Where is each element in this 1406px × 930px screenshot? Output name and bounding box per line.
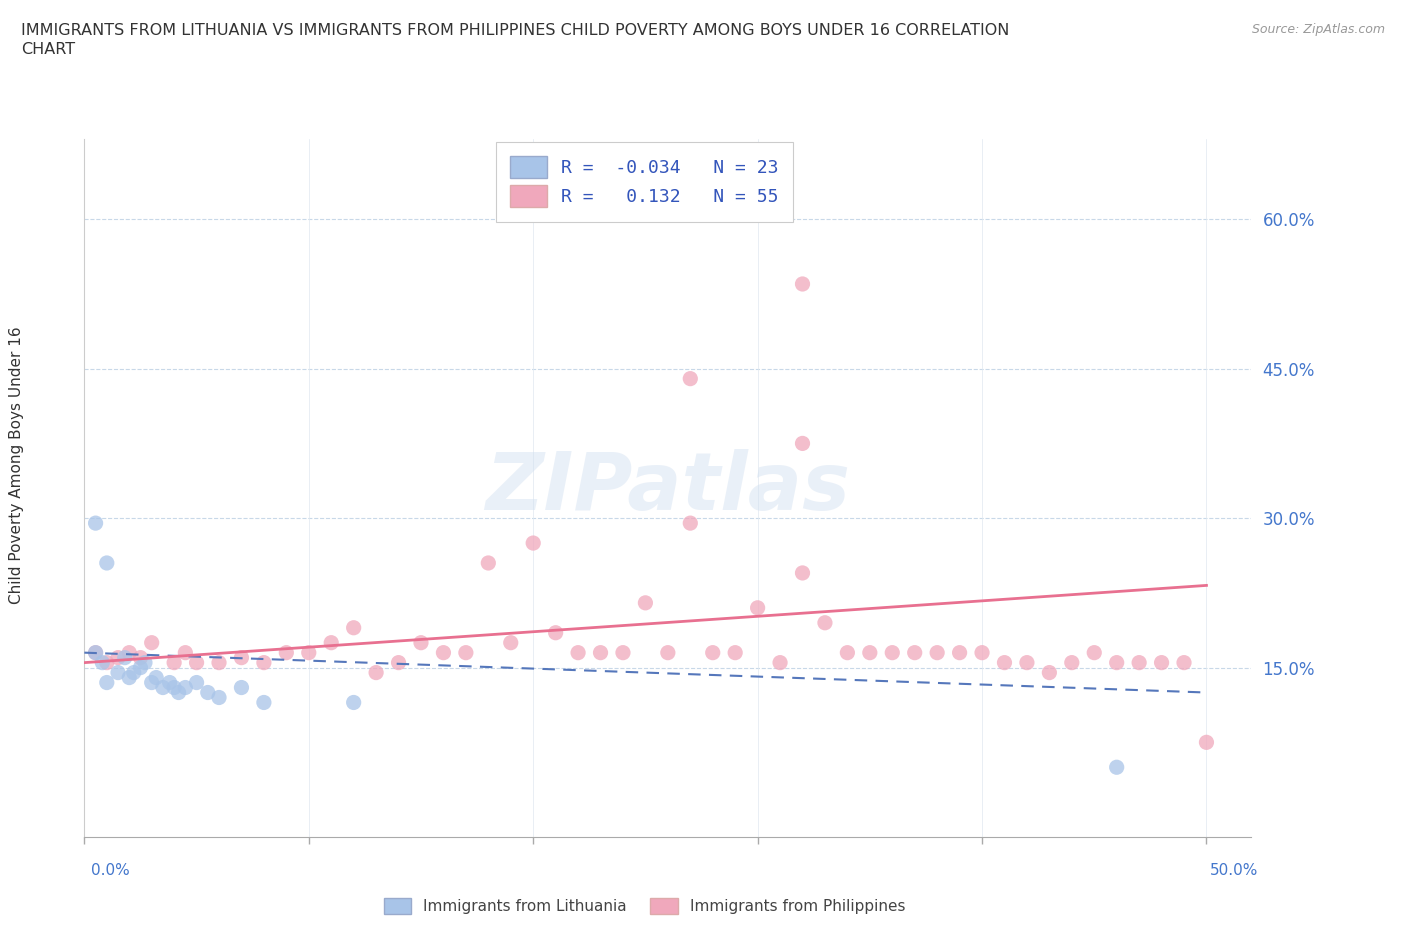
Text: 0.0%: 0.0% <box>91 863 131 878</box>
Point <box>167 685 190 700</box>
Point <box>253 695 276 710</box>
Text: 50.0%: 50.0% <box>1211 863 1258 878</box>
Text: ZIPatlas: ZIPatlas <box>485 449 851 527</box>
Point <box>949 645 972 660</box>
Point <box>657 645 679 660</box>
Point <box>927 645 949 660</box>
Point <box>84 645 107 660</box>
Point <box>769 656 792 671</box>
Point <box>91 656 114 671</box>
Point <box>702 645 724 660</box>
Point <box>792 276 814 291</box>
Point <box>163 656 186 671</box>
Point <box>208 690 231 705</box>
Text: IMMIGRANTS FROM LITHUANIA VS IMMIGRANTS FROM PHILIPPINES CHILD POVERTY AMONG BOY: IMMIGRANTS FROM LITHUANIA VS IMMIGRANTS … <box>21 23 1010 38</box>
Point <box>792 565 814 580</box>
Point <box>96 656 118 671</box>
Text: CHART: CHART <box>21 42 75 57</box>
Text: Child Poverty Among Boys Under 16: Child Poverty Among Boys Under 16 <box>10 326 24 604</box>
Point <box>1173 656 1195 671</box>
Point <box>1015 656 1038 671</box>
Point <box>343 620 366 635</box>
Point <box>859 645 882 660</box>
Point <box>129 650 152 665</box>
Point <box>122 665 145 680</box>
Point <box>174 645 197 660</box>
Point <box>544 625 567 640</box>
Point <box>141 635 163 650</box>
Point <box>634 595 657 610</box>
Point <box>84 516 107 531</box>
Point <box>837 645 859 660</box>
Point <box>679 371 702 386</box>
Point <box>107 665 129 680</box>
Point <box>387 656 409 671</box>
Point <box>107 650 129 665</box>
Point <box>970 645 993 660</box>
Point <box>679 516 702 531</box>
Point <box>96 675 118 690</box>
Point <box>141 675 163 690</box>
Point <box>84 645 107 660</box>
Point <box>231 680 253 695</box>
Point <box>186 656 208 671</box>
Point <box>186 675 208 690</box>
Point <box>163 680 186 695</box>
Point <box>792 436 814 451</box>
Point <box>882 645 904 660</box>
Point <box>904 645 927 660</box>
Point <box>197 685 219 700</box>
Point <box>134 656 156 671</box>
Point <box>253 656 276 671</box>
Point <box>1105 760 1128 775</box>
Point <box>993 656 1015 671</box>
Point <box>1083 645 1105 660</box>
Point <box>1195 735 1218 750</box>
Point <box>129 660 152 675</box>
Point <box>522 536 544 551</box>
Point <box>409 635 432 650</box>
Point <box>174 680 197 695</box>
Point <box>96 555 118 570</box>
Point <box>208 656 231 671</box>
Point <box>747 601 769 616</box>
Point <box>298 645 321 660</box>
Point <box>114 650 136 665</box>
Point <box>477 555 499 570</box>
Point <box>321 635 343 650</box>
Legend: Immigrants from Lithuania, Immigrants from Philippines: Immigrants from Lithuania, Immigrants fr… <box>378 892 911 920</box>
Point <box>1060 656 1083 671</box>
Point <box>366 665 388 680</box>
Point <box>1128 656 1150 671</box>
Point <box>145 671 167 685</box>
Point <box>432 645 454 660</box>
Point <box>814 616 837 631</box>
Point <box>1105 656 1128 671</box>
Point <box>118 645 141 660</box>
Point <box>276 645 298 660</box>
Point <box>159 675 181 690</box>
Point <box>343 695 366 710</box>
Point <box>724 645 747 660</box>
Point <box>567 645 589 660</box>
Point <box>1038 665 1060 680</box>
Point <box>152 680 174 695</box>
Text: Source: ZipAtlas.com: Source: ZipAtlas.com <box>1251 23 1385 36</box>
Point <box>612 645 634 660</box>
Point <box>1150 656 1173 671</box>
Point <box>589 645 612 660</box>
Point <box>118 671 141 685</box>
Point <box>499 635 522 650</box>
Point <box>454 645 477 660</box>
Point <box>231 650 253 665</box>
